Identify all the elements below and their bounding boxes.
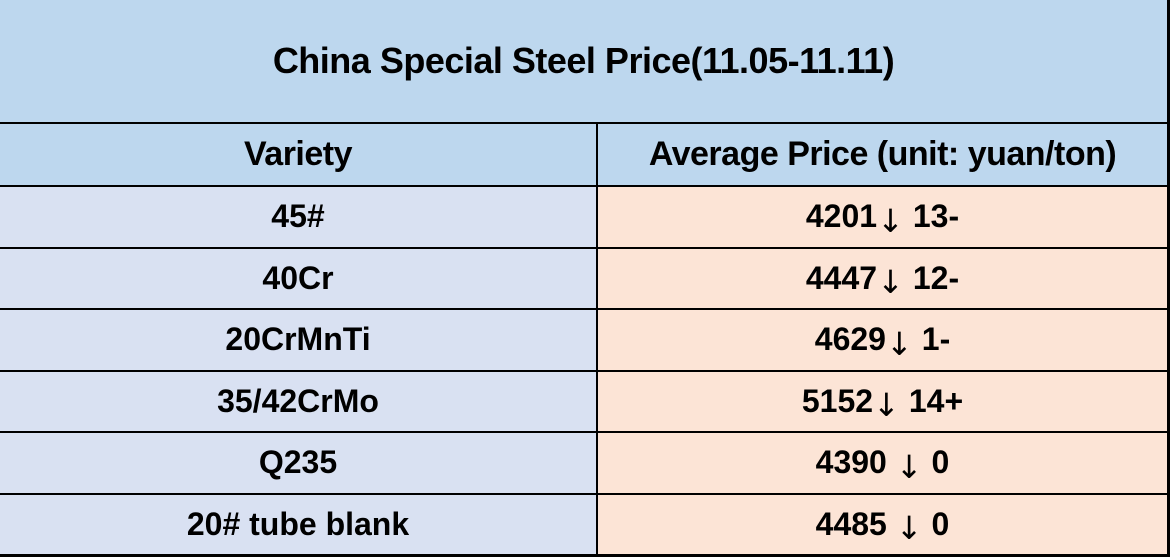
price-cell: 4447 ↓ 12- [598, 248, 1167, 308]
price-value: 5152 [801, 382, 874, 419]
price-cell: 4390 ↓ 0 [598, 433, 1167, 493]
price-cell: 5152 ↓ 14+ [598, 371, 1167, 431]
variety-cell: 35/42CrMo [0, 371, 598, 431]
price-change: 0 [931, 505, 950, 542]
table-title: China Special Steel Price(11.05-11.11) [0, 0, 1167, 122]
price-change: 1- [921, 321, 951, 358]
price-value: 4390 [815, 444, 896, 481]
price-down-arrow-icon: ↓ [873, 386, 900, 425]
table-row: 35/42CrMo 5152 ↓ 14+ [0, 369, 1167, 431]
variety-cell: Q235 [0, 433, 598, 493]
price-change: 14+ [908, 382, 964, 419]
variety-cell: 45# [0, 187, 598, 247]
price-down-arrow-icon: ↓ [877, 263, 904, 302]
price-cell: 4629 ↓ 1- [598, 310, 1167, 370]
price-down-arrow-icon: ↓ [895, 509, 923, 548]
price-value: 4201 [805, 198, 878, 235]
table-row: Q235 4390 ↓ 0 [0, 431, 1167, 493]
price-value: 4485 [815, 505, 896, 542]
variety-cell: 40Cr [0, 248, 598, 308]
price-change: 12- [912, 259, 960, 296]
variety-cell: 20# tube blank [0, 494, 598, 554]
price-value: 4447 [805, 259, 878, 296]
price-down-arrow-icon: ↓ [885, 324, 913, 363]
price-cell: 4485 ↓ 0 [598, 494, 1167, 554]
column-header-variety: Variety [0, 124, 598, 185]
price-cell: 4201 ↓ 13- [598, 187, 1167, 247]
table-header-row: Variety Average Price (unit: yuan/ton) [0, 122, 1167, 185]
price-change: 0 [931, 444, 950, 481]
table-row: 20CrMnTi 4629 ↓ 1- [0, 308, 1167, 370]
table-row: 40Cr 4447 ↓ 12- [0, 246, 1167, 308]
table-row: 20# tube blank 4485 ↓ 0 [0, 492, 1167, 554]
price-change: 13- [912, 198, 960, 235]
price-down-arrow-icon: ↓ [895, 447, 923, 486]
price-down-arrow-icon: ↓ [877, 201, 904, 240]
column-header-price: Average Price (unit: yuan/ton) [648, 135, 1117, 173]
price-value: 4629 [814, 321, 886, 358]
variety-cell: 20CrMnTi [0, 310, 598, 370]
table-row: 45# 4201 ↓ 13- [0, 185, 1167, 247]
